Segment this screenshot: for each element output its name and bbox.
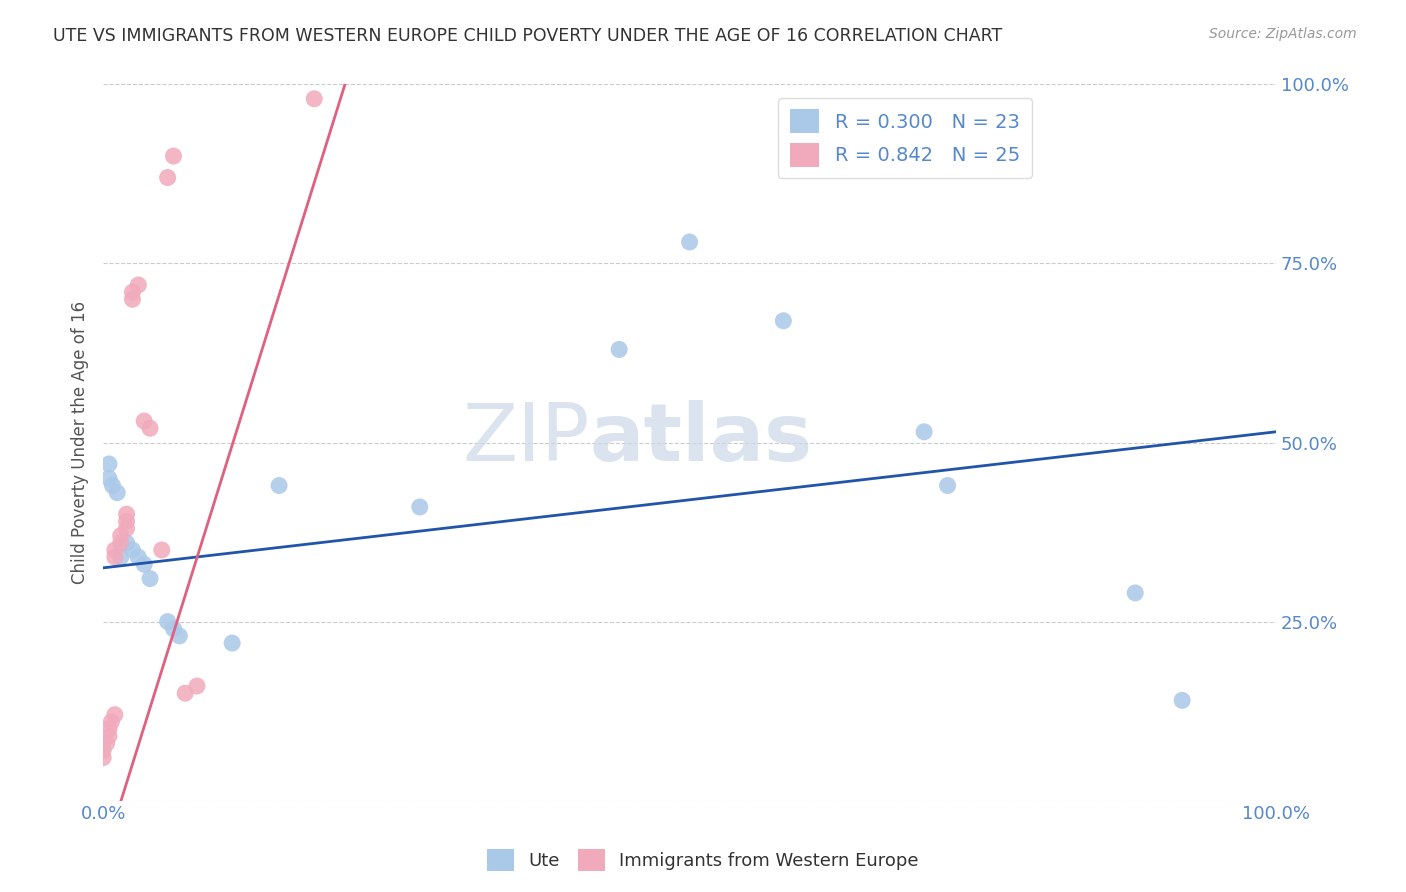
Point xyxy=(105,485,128,500)
Point xyxy=(409,500,432,514)
Point xyxy=(104,543,127,558)
Point xyxy=(101,478,124,492)
Point xyxy=(1123,586,1146,600)
Y-axis label: Child Poverty Under the Age of 16: Child Poverty Under the Age of 16 xyxy=(72,301,89,584)
Point xyxy=(115,536,138,550)
Point xyxy=(104,707,127,722)
Point xyxy=(221,636,243,650)
Point xyxy=(772,314,794,328)
Point xyxy=(98,729,121,743)
Point xyxy=(169,629,191,643)
Point xyxy=(100,714,122,729)
Point xyxy=(162,622,184,636)
Point xyxy=(678,235,700,249)
Text: Source: ZipAtlas.com: Source: ZipAtlas.com xyxy=(1209,27,1357,41)
Point xyxy=(121,293,143,307)
Point xyxy=(139,421,162,435)
Point xyxy=(174,686,197,700)
Point xyxy=(302,92,325,106)
Point xyxy=(134,558,156,572)
Legend: R = 0.300   N = 23, R = 0.842   N = 25: R = 0.300 N = 23, R = 0.842 N = 25 xyxy=(779,98,1032,178)
Point xyxy=(98,722,121,736)
Point xyxy=(91,743,114,757)
Legend: Ute, Immigrants from Western Europe: Ute, Immigrants from Western Europe xyxy=(479,842,927,879)
Point xyxy=(150,543,173,558)
Text: ZIP: ZIP xyxy=(463,400,591,478)
Point xyxy=(607,343,630,357)
Point xyxy=(127,550,149,565)
Point xyxy=(98,457,121,471)
Point xyxy=(127,277,149,292)
Point xyxy=(110,528,132,542)
Point xyxy=(98,471,121,485)
Point xyxy=(156,170,179,185)
Point xyxy=(115,507,138,521)
Point xyxy=(134,414,156,428)
Point xyxy=(104,550,127,565)
Point xyxy=(936,478,959,492)
Point xyxy=(115,521,138,535)
Point xyxy=(91,750,114,764)
Point xyxy=(139,572,162,586)
Point xyxy=(156,615,179,629)
Text: atlas: atlas xyxy=(591,400,813,478)
Point xyxy=(912,425,935,439)
Point xyxy=(115,514,138,528)
Point xyxy=(110,536,132,550)
Point xyxy=(267,478,290,492)
Point xyxy=(110,550,132,565)
Text: UTE VS IMMIGRANTS FROM WESTERN EUROPE CHILD POVERTY UNDER THE AGE OF 16 CORRELAT: UTE VS IMMIGRANTS FROM WESTERN EUROPE CH… xyxy=(53,27,1002,45)
Point xyxy=(162,149,184,163)
Point xyxy=(186,679,208,693)
Point xyxy=(121,285,143,300)
Point xyxy=(1171,693,1194,707)
Point xyxy=(96,736,118,750)
Point xyxy=(121,543,143,558)
